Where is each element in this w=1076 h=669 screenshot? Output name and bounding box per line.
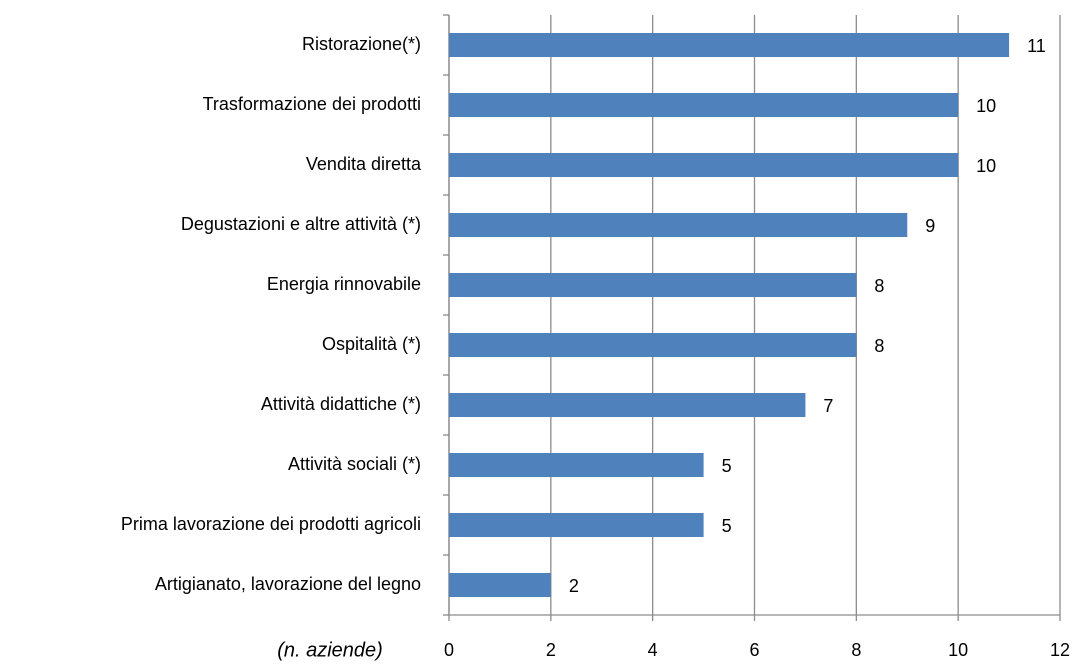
y-tick-label: Trasformazione dei prodotti xyxy=(203,94,421,114)
bar xyxy=(449,393,806,417)
value-label: 8 xyxy=(874,336,884,356)
x-tick-label: 10 xyxy=(948,640,968,660)
value-label: 7 xyxy=(823,396,833,416)
y-tick-label: Attività didattiche (*) xyxy=(261,394,421,414)
y-tick-label: Ristorazione(*) xyxy=(302,34,421,54)
x-tick-label: 2 xyxy=(546,640,556,660)
y-tick-label: Vendita diretta xyxy=(306,154,422,174)
bar xyxy=(449,513,704,537)
x-tick-label: 4 xyxy=(648,640,658,660)
x-axis-label: (n. aziende) xyxy=(277,639,383,661)
x-tick-label: 6 xyxy=(749,640,759,660)
bar xyxy=(449,273,857,297)
value-label: 5 xyxy=(722,456,732,476)
bar xyxy=(449,213,908,237)
y-tick-label: Artigianato, lavorazione del legno xyxy=(155,574,421,594)
bar xyxy=(449,93,959,117)
bar xyxy=(449,153,959,177)
bar xyxy=(449,333,857,357)
x-tick-label: 8 xyxy=(851,640,861,660)
y-tick-label: Attività sociali (*) xyxy=(288,454,421,474)
value-label: 11 xyxy=(1027,36,1046,56)
value-label: 8 xyxy=(874,276,884,296)
value-label: 5 xyxy=(722,516,732,536)
bar xyxy=(449,453,704,477)
y-tick-label: Energia rinnovabile xyxy=(267,274,421,294)
y-tick-label: Degustazioni e altre attività (*) xyxy=(181,214,421,234)
y-tick-label: Prima lavorazione dei prodotti agricoli xyxy=(121,514,421,534)
value-label: 10 xyxy=(976,96,996,116)
x-tick-label: 12 xyxy=(1050,640,1070,660)
x-tick-label: 0 xyxy=(444,640,454,660)
bar xyxy=(449,33,1010,57)
y-tick-label: Ospitalità (*) xyxy=(322,334,421,354)
value-label: 2 xyxy=(569,576,579,596)
value-label: 9 xyxy=(925,216,935,236)
bar xyxy=(449,573,551,597)
value-label: 10 xyxy=(976,156,996,176)
